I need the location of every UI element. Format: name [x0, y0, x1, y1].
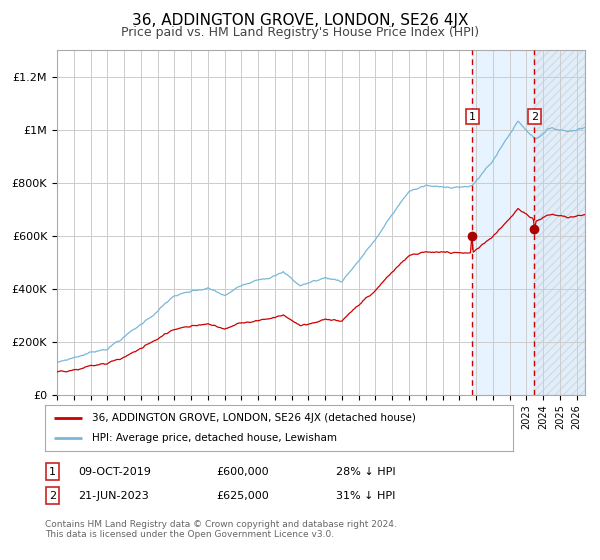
Text: 2: 2	[49, 491, 56, 501]
Text: 1: 1	[469, 111, 476, 122]
Text: 31% ↓ HPI: 31% ↓ HPI	[336, 491, 395, 501]
Text: 36, ADDINGTON GROVE, LONDON, SE26 4JX: 36, ADDINGTON GROVE, LONDON, SE26 4JX	[132, 13, 468, 29]
Text: 36, ADDINGTON GROVE, LONDON, SE26 4JX (detached house): 36, ADDINGTON GROVE, LONDON, SE26 4JX (d…	[92, 413, 416, 423]
Text: Contains HM Land Registry data © Crown copyright and database right 2024.
This d: Contains HM Land Registry data © Crown c…	[45, 520, 397, 539]
Text: 1: 1	[49, 466, 56, 477]
Text: £600,000: £600,000	[216, 466, 269, 477]
Text: 09-OCT-2019: 09-OCT-2019	[78, 466, 151, 477]
Text: 2: 2	[530, 111, 538, 122]
Text: 21-JUN-2023: 21-JUN-2023	[78, 491, 149, 501]
Bar	[534, 50, 585, 395]
Text: £625,000: £625,000	[216, 491, 269, 501]
Text: 28% ↓ HPI: 28% ↓ HPI	[336, 466, 395, 477]
Text: HPI: Average price, detached house, Lewisham: HPI: Average price, detached house, Lewi…	[92, 433, 337, 443]
Bar	[472, 50, 534, 395]
Text: Price paid vs. HM Land Registry's House Price Index (HPI): Price paid vs. HM Land Registry's House …	[121, 26, 479, 39]
